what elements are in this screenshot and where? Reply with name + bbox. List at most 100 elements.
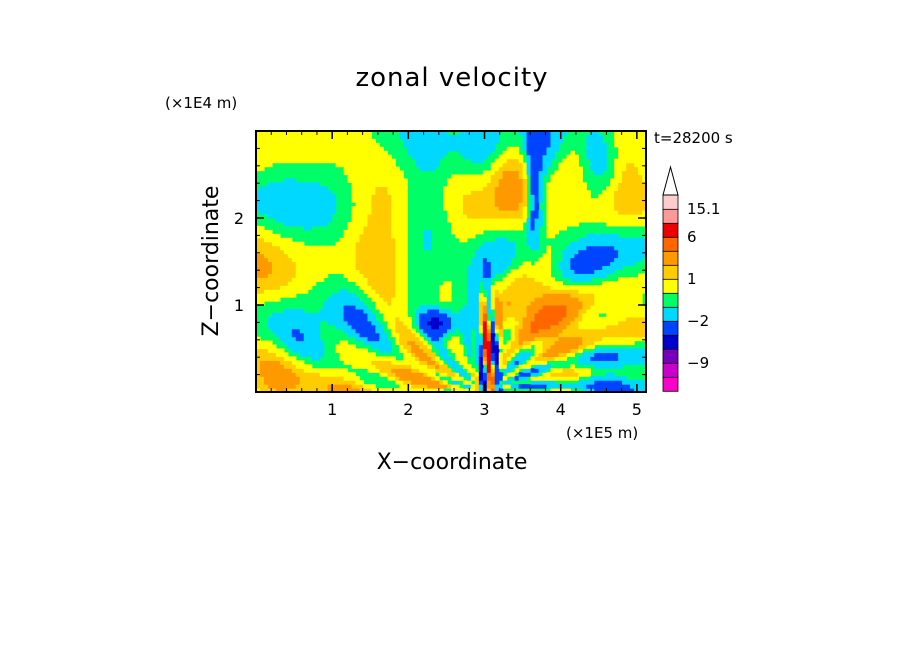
field-cell <box>395 328 400 334</box>
field-cell <box>347 170 353 176</box>
field-cell <box>470 182 476 187</box>
field-cell <box>454 376 460 381</box>
field-cell <box>502 174 508 180</box>
field-cell <box>387 265 392 270</box>
field-cell <box>391 324 396 330</box>
field-cell <box>279 384 285 389</box>
field-cell <box>327 269 333 274</box>
field-cell <box>355 134 361 140</box>
field-cell <box>554 324 560 330</box>
field-cell <box>554 229 560 235</box>
field-cell <box>566 324 571 330</box>
field-cell <box>311 352 317 357</box>
field-cell <box>439 308 444 314</box>
field-cell <box>534 356 540 361</box>
field-cell <box>602 352 607 357</box>
field-cell <box>375 297 380 302</box>
field-cell <box>355 202 361 207</box>
field-cell <box>490 301 496 306</box>
field-cell <box>295 249 301 255</box>
field-cell <box>411 380 416 385</box>
field-cell <box>267 376 273 381</box>
field-cell <box>339 293 345 298</box>
field-cell <box>283 154 289 160</box>
field-cell <box>371 186 376 191</box>
field-cell <box>339 297 345 302</box>
field-cell <box>610 324 615 330</box>
field-cell <box>590 257 595 263</box>
field-cell <box>259 138 265 144</box>
field-cell <box>439 324 444 330</box>
field-cell <box>574 158 579 164</box>
field-cell <box>494 328 500 334</box>
field-cell <box>256 190 261 195</box>
field-cell <box>494 190 500 195</box>
field-cell <box>462 229 468 235</box>
field-cell <box>534 376 540 381</box>
field-cell <box>606 265 611 270</box>
field-cell <box>335 320 341 326</box>
field-cell <box>586 384 591 389</box>
field-cell <box>626 308 631 314</box>
field-cell <box>419 312 424 318</box>
field-cell <box>454 134 460 140</box>
field-cell <box>618 245 623 251</box>
field-cell <box>415 344 420 350</box>
field-cell <box>263 158 269 164</box>
field-cell <box>407 376 412 381</box>
field-cell <box>598 261 603 267</box>
field-cell <box>447 146 452 152</box>
field-cell <box>263 281 269 286</box>
field-cell <box>331 376 337 381</box>
field-cell <box>538 324 544 330</box>
field-cell <box>295 194 301 199</box>
field-cell <box>590 285 595 290</box>
field-cell <box>514 198 520 203</box>
field-cell <box>486 332 492 338</box>
field-cell <box>550 210 556 215</box>
field-cell <box>530 305 536 310</box>
field-cell <box>530 202 536 207</box>
field-cell <box>327 150 333 156</box>
field-cell <box>494 241 500 247</box>
field-cell <box>311 131 317 136</box>
field-cell <box>395 186 400 191</box>
field-cell <box>447 138 452 144</box>
field-cell <box>474 388 480 392</box>
field-cell <box>267 372 273 377</box>
field-cell <box>486 221 492 227</box>
field-cell <box>351 214 357 219</box>
field-cell <box>443 285 448 290</box>
field-cell <box>391 257 396 263</box>
field-cell <box>256 352 261 357</box>
field-cell <box>594 142 599 148</box>
field-cell <box>534 150 540 156</box>
field-cell <box>367 190 373 195</box>
field-cell <box>423 134 428 140</box>
field-cell <box>399 186 404 191</box>
field-cell <box>339 146 345 152</box>
field-cell <box>363 146 369 152</box>
field-cell <box>498 182 504 187</box>
field-cell <box>351 194 357 199</box>
field-cell <box>359 301 365 306</box>
field-cell <box>602 142 607 148</box>
field-cell <box>283 214 289 219</box>
field-cell <box>578 308 583 314</box>
field-cell <box>363 202 369 207</box>
field-cell <box>494 221 500 227</box>
field-cell <box>614 352 619 357</box>
field-cell <box>291 384 297 389</box>
field-cell <box>303 285 309 290</box>
field-cell <box>638 257 643 263</box>
field-cell <box>634 194 639 199</box>
field-cell <box>395 166 400 172</box>
field-cell <box>594 360 599 365</box>
field-cell <box>439 348 444 354</box>
field-cell <box>570 348 575 354</box>
field-cell <box>634 297 639 302</box>
field-cell <box>427 380 432 385</box>
field-cell <box>642 146 646 152</box>
field-cell <box>578 265 583 270</box>
field-cell <box>371 316 376 322</box>
